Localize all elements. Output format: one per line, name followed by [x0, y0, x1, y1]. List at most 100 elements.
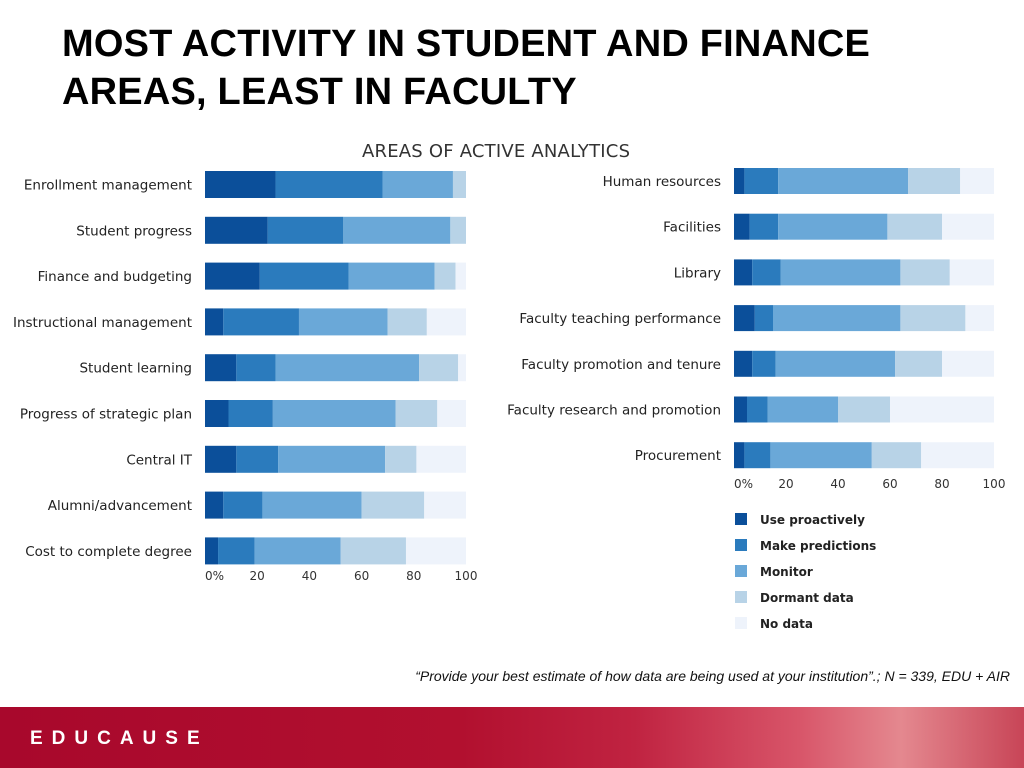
legend-label-make-predictions: Make predictions [760, 539, 876, 553]
chart-title: AREAS OF ACTIVE ANALYTICS [362, 141, 631, 162]
bar-student-learning-monitor [275, 354, 420, 382]
legend-label-monitor: Monitor [760, 565, 813, 579]
legend-label-dormant-data: Dormant data [760, 591, 854, 605]
category-label-student-learning: Student learning [79, 361, 192, 377]
bar-central-it-dormant-data [385, 445, 417, 473]
bar-cost-to-complete-degree-monitor [254, 537, 341, 565]
bar-faculty-promotion-and-tenure-dormant-data [895, 350, 942, 377]
bar-instructional-management-make-predictions [223, 308, 299, 336]
bar-progress-of-strategic-plan-monitor [272, 400, 396, 427]
category-label-alumni-advancement: Alumni/advancement [48, 498, 192, 514]
bar-faculty-teaching-performance-monitor [773, 305, 901, 332]
legend-swatch-monitor [735, 565, 747, 577]
x-tick-0-1: 20 [250, 569, 265, 583]
bar-faculty-promotion-and-tenure-monitor [775, 350, 896, 377]
legend-swatch-use-proactively [735, 513, 747, 525]
x-tick-1-1: 20 [778, 477, 793, 491]
bar-facilities-no-data [942, 213, 994, 240]
bar-alumni-advancement-monitor [262, 491, 362, 519]
bar-instructional-management-dormant-data [387, 308, 427, 336]
category-label-faculty-research-and-promotion: Faculty research and promotion [507, 403, 721, 419]
x-tick-1-5: 100 [983, 477, 1006, 491]
bar-faculty-research-and-promotion-monitor [767, 396, 838, 423]
category-label-instructional-management: Instructional management [13, 315, 192, 331]
bar-enrollment-management-use-proactively [205, 171, 276, 198]
bar-central-it-make-predictions [236, 445, 279, 473]
bar-faculty-teaching-performance-dormant-data [900, 305, 966, 332]
footnote: “Provide your best estimate of how data … [415, 668, 1010, 684]
category-label-enrollment-management: Enrollment management [24, 178, 192, 194]
bar-faculty-research-and-promotion-make-predictions [747, 396, 768, 423]
bar-progress-of-strategic-plan-use-proactively [205, 400, 229, 427]
bar-finance-and-budgeting-monitor [348, 262, 435, 290]
bar-student-learning-make-predictions [236, 354, 276, 382]
x-tick-0-0: 0% [205, 569, 224, 583]
bar-procurement-make-predictions [744, 442, 771, 469]
bar-facilities-dormant-data [887, 213, 942, 240]
bar-alumni-advancement-make-predictions [223, 491, 263, 519]
bar-cost-to-complete-degree-use-proactively [205, 537, 219, 565]
bar-finance-and-budgeting-no-data [455, 262, 466, 290]
category-label-finance-and-budgeting: Finance and budgeting [38, 269, 192, 285]
bar-faculty-research-and-promotion-use-proactively [734, 396, 747, 423]
bar-central-it-monitor [278, 445, 386, 473]
bar-human-resources-use-proactively [734, 168, 745, 194]
bar-library-use-proactively [734, 259, 753, 286]
x-tick-0-3: 60 [354, 569, 369, 583]
stacked-bar-chart: Enrollment management Student progress Fin… [13, 168, 1006, 631]
bar-human-resources-dormant-data [908, 168, 961, 194]
x-tick-1-3: 60 [882, 477, 897, 491]
bar-student-progress-dormant-data [450, 216, 466, 244]
bar-instructional-management-no-data [426, 308, 466, 336]
category-label-central-it: Central IT [126, 452, 192, 468]
bar-library-dormant-data [900, 259, 950, 286]
bar-facilities-monitor [778, 213, 888, 240]
bar-facilities-use-proactively [734, 213, 750, 240]
bar-student-learning-use-proactively [205, 354, 237, 382]
bar-cost-to-complete-degree-no-data [405, 537, 466, 565]
bar-library-make-predictions [752, 259, 781, 286]
bar-cost-to-complete-degree-dormant-data [340, 537, 406, 565]
bar-faculty-teaching-performance-use-proactively [734, 305, 755, 332]
category-label-procurement: Procurement [635, 448, 721, 464]
bar-alumni-advancement-no-data [424, 491, 466, 519]
bar-enrollment-management-monitor [382, 171, 453, 198]
bar-facilities-make-predictions [749, 213, 779, 240]
bar-procurement-monitor [770, 442, 872, 469]
legend-swatch-make-predictions [735, 539, 747, 551]
legend-label-use-proactively: Use proactively [760, 513, 865, 527]
footer-band: EDUCAUSE [0, 707, 1024, 768]
x-tick-0-2: 40 [302, 569, 317, 583]
category-label-student-progress: Student progress [76, 223, 192, 239]
bar-procurement-dormant-data [871, 442, 922, 469]
bar-faculty-promotion-and-tenure-make-predictions [752, 350, 776, 377]
bar-human-resources-monitor [778, 168, 909, 194]
bar-faculty-teaching-performance-no-data [965, 305, 994, 332]
x-tick-0-5: 100 [455, 569, 478, 583]
bar-central-it-use-proactively [205, 445, 237, 473]
bar-student-learning-no-data [458, 354, 466, 382]
bar-alumni-advancement-use-proactively [205, 491, 224, 519]
bar-progress-of-strategic-plan-no-data [437, 400, 466, 427]
bar-progress-of-strategic-plan-make-predictions [228, 400, 273, 427]
bar-finance-and-budgeting-dormant-data [434, 262, 456, 290]
x-tick-1-2: 40 [830, 477, 845, 491]
bar-instructional-management-use-proactively [205, 308, 224, 336]
bar-student-progress-make-predictions [267, 216, 344, 244]
category-label-progress-of-strategic-plan: Progress of strategic plan [20, 407, 192, 423]
bar-student-progress-use-proactively [205, 216, 268, 244]
bar-student-learning-dormant-data [419, 354, 459, 382]
bar-instructional-management-monitor [298, 308, 388, 336]
legend-swatch-dormant-data [735, 591, 747, 603]
bar-faculty-promotion-and-tenure-no-data [942, 350, 994, 377]
bar-faculty-promotion-and-tenure-use-proactively [734, 350, 753, 377]
bar-cost-to-complete-degree-make-predictions [218, 537, 255, 565]
educause-logo: EDUCAUSE [30, 728, 209, 749]
x-tick-1-0: 0% [734, 477, 753, 491]
legend-swatch-no-data [735, 617, 747, 629]
bar-central-it-no-data [416, 445, 466, 473]
bar-alumni-advancement-dormant-data [361, 491, 425, 519]
category-label-faculty-teaching-performance: Faculty teaching performance [519, 311, 721, 327]
bar-human-resources-no-data [960, 168, 994, 194]
bar-library-no-data [949, 259, 994, 286]
